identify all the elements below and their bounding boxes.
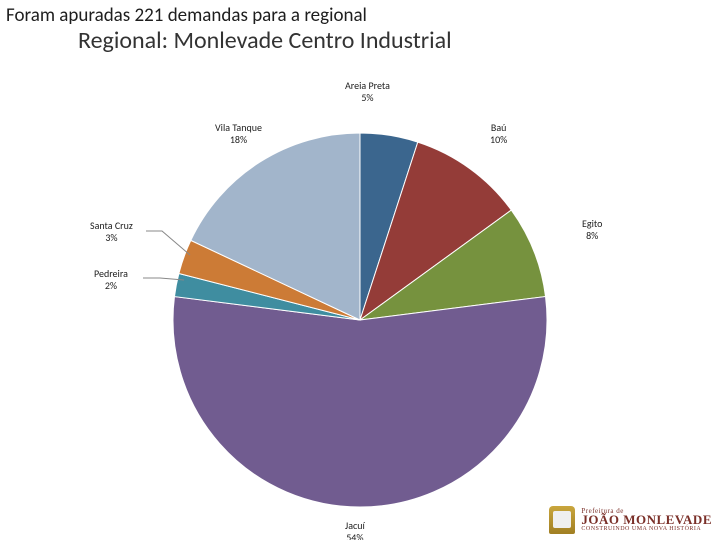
pie-chart: Areia Preta5%Baú10%Egito8%Jacuí54%Pedrei…	[90, 70, 630, 530]
page-caption: Foram apuradas 221 demandas para a regio…	[6, 4, 367, 27]
slice-label-pct: 5%	[345, 92, 390, 104]
slice-label-vila_tanque: Vila Tanque18%	[215, 122, 262, 145]
slice-label-pct: 18%	[215, 134, 262, 146]
slice-label-name: Pedreira	[94, 268, 128, 280]
leader-lines	[90, 70, 630, 540]
slice-label-egito: Egito8%	[582, 218, 602, 241]
footer-logo: Prefeitura de JOÃO MONLEVADE CONSTRUINDO…	[549, 506, 712, 534]
slice-label-bau: Baú10%	[490, 122, 507, 145]
slice-label-pct: 54%	[345, 532, 365, 540]
leader-pedreira	[143, 278, 184, 280]
logo-text: Prefeitura de JOÃO MONLEVADE CONSTRUINDO…	[581, 508, 712, 533]
slice-label-name: Areia Preta	[345, 80, 390, 92]
crest-icon	[549, 506, 575, 534]
slice-label-name: Jacuí	[345, 520, 365, 532]
page-title: Regional: Monlevade Centro Industrial	[78, 26, 452, 55]
slice-label-name: Vila Tanque	[215, 122, 262, 134]
slice-label-jacui: Jacuí54%	[345, 520, 365, 540]
slice-label-areia_preta: Areia Preta5%	[345, 80, 390, 103]
slice-label-name: Egito	[582, 218, 602, 230]
logo-line2: JOÃO MONLEVADE	[581, 514, 712, 526]
slice-label-santa_cruz: Santa Cruz3%	[90, 220, 133, 243]
slice-label-pct: 2%	[94, 280, 128, 292]
slice-label-pct: 10%	[490, 134, 507, 146]
slice-label-pct: 8%	[582, 230, 602, 242]
slice-label-pedreira: Pedreira2%	[94, 268, 128, 291]
logo-line3: CONSTRUINDO UMA NOVA HISTÓRIA	[581, 527, 712, 533]
leader-santa_cruz	[146, 231, 190, 255]
slice-label-name: Santa Cruz	[90, 220, 133, 232]
slice-label-pct: 3%	[90, 232, 133, 244]
slice-label-name: Baú	[490, 122, 507, 134]
